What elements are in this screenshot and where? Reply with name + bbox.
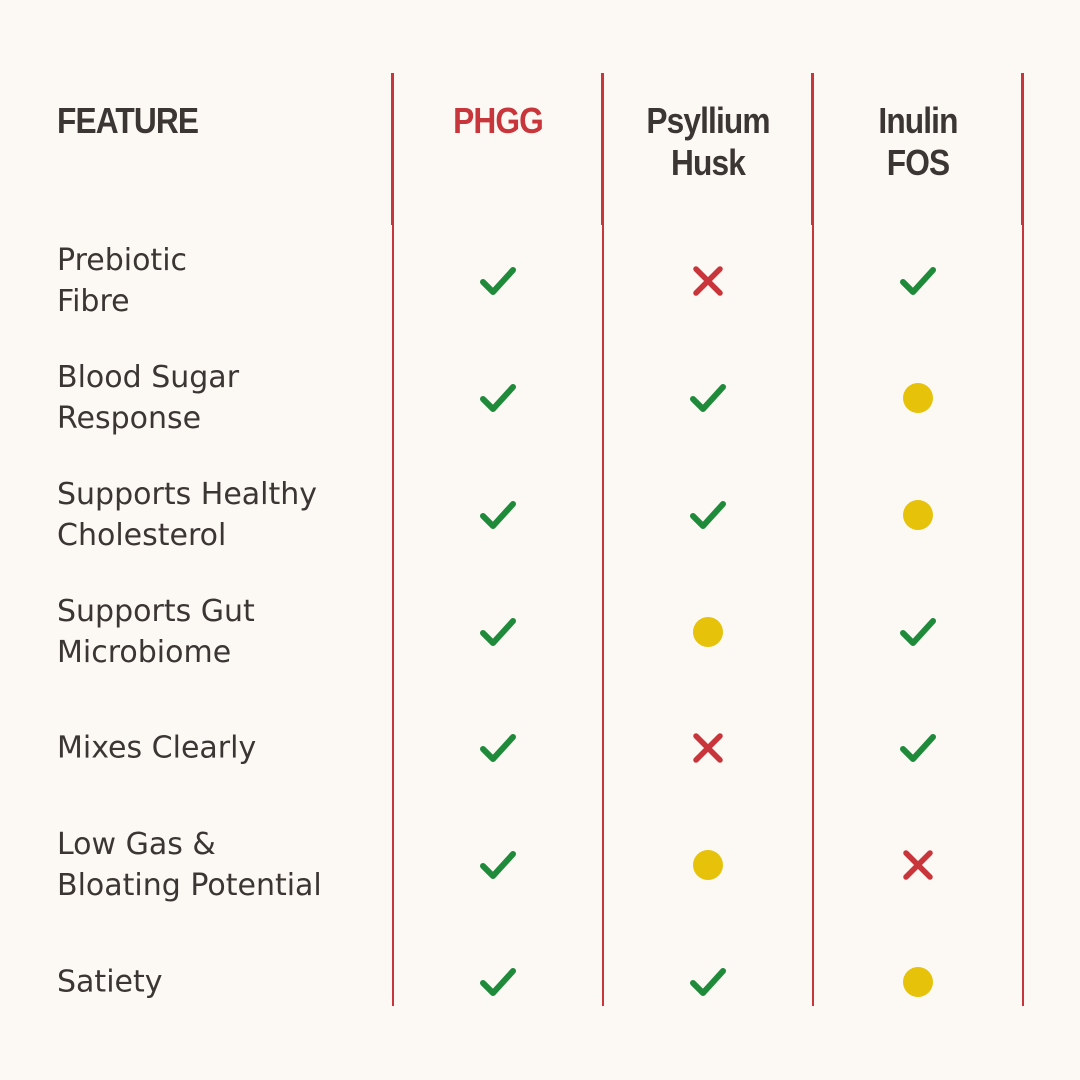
cross-icon: [898, 845, 938, 885]
check-icon: [688, 962, 728, 1002]
feature-label: Low Gas & Bloating Potential: [57, 827, 322, 903]
column-header-psyllium-husk: Psyllium Husk: [646, 100, 770, 183]
column-divider: [391, 73, 394, 225]
feature-label: Supports Healthy Cholesterol: [57, 477, 318, 553]
column-divider: [1021, 73, 1024, 225]
check-icon: [478, 612, 518, 652]
check-icon: [898, 728, 938, 768]
column-divider: [1022, 225, 1024, 1006]
check-icon: [478, 495, 518, 535]
partial-dot-icon: [688, 612, 728, 652]
cross-icon: [688, 261, 728, 301]
feature-label: Blood Sugar Response: [57, 360, 240, 436]
feature-label: Satiety: [57, 964, 163, 1000]
check-icon: [478, 378, 518, 418]
column-divider: [392, 225, 394, 1006]
feature-label: Prebiotic Fibre: [57, 243, 188, 319]
check-icon: [478, 845, 518, 885]
column-divider: [601, 73, 604, 225]
column-header-phgg: PHGG: [453, 100, 544, 141]
partial-dot-icon: [898, 378, 938, 418]
feature-label: Supports Gut Microbiome: [57, 594, 255, 670]
check-icon: [478, 261, 518, 301]
cross-icon: [688, 728, 728, 768]
check-icon: [478, 728, 518, 768]
check-icon: [478, 962, 518, 1002]
feature-column-header: FEATURE: [57, 100, 199, 141]
partial-dot-icon: [898, 962, 938, 1002]
check-icon: [688, 378, 728, 418]
column-header-inulin-fos: Inulin FOS: [878, 100, 958, 183]
feature-label: Mixes Clearly: [57, 730, 257, 766]
partial-dot-icon: [688, 845, 728, 885]
check-icon: [898, 612, 938, 652]
check-icon: [898, 261, 938, 301]
partial-dot-icon: [898, 495, 938, 535]
column-divider: [811, 73, 814, 225]
check-icon: [688, 495, 728, 535]
column-divider: [812, 225, 814, 1006]
column-divider: [602, 225, 604, 1006]
